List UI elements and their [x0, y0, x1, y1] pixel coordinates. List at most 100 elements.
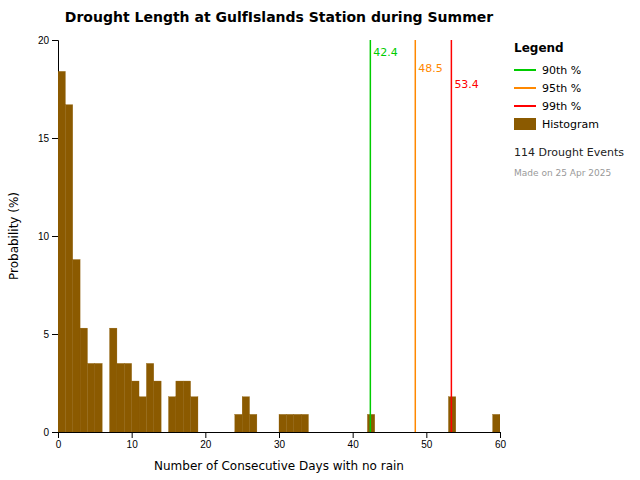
percentile-label: 42.4 [373, 46, 398, 59]
percentile-label: 48.5 [418, 62, 443, 75]
tick: 10 [38, 231, 58, 242]
bar [95, 363, 102, 432]
bar [132, 381, 139, 432]
tick: 20 [200, 432, 212, 450]
legend-swatch [514, 105, 536, 107]
bar [316, 432, 323, 433]
bar [242, 397, 249, 432]
bar [169, 397, 176, 432]
tick-label: 40 [348, 439, 360, 450]
bar [471, 432, 478, 433]
tick: 20 [38, 35, 58, 46]
axis-line [59, 433, 501, 439]
percentile-line [415, 40, 417, 432]
bar [146, 363, 153, 432]
tick-label: 10 [127, 439, 139, 450]
chart: 0 10 20 30 40 50 60 0 5 10 15 20 Number of Consecuti… [0, 0, 640, 480]
tick-label: 30 [274, 439, 286, 450]
bar [227, 432, 234, 433]
tick: 30 [274, 432, 286, 450]
tick-mark [279, 432, 280, 438]
bar [183, 381, 190, 432]
bar [87, 363, 94, 432]
bar [463, 432, 470, 433]
legend-swatch [514, 118, 536, 130]
percentile-label: 53.4 [454, 78, 479, 91]
tick-mark [132, 432, 133, 438]
tick: 5 [43, 329, 58, 340]
tick-mark [500, 432, 501, 438]
tick-label: 5 [43, 329, 49, 340]
bar [478, 432, 485, 433]
x-axis-title: Number of Consecutive Days with no rain [154, 459, 404, 473]
bar [456, 432, 463, 433]
bar [434, 432, 441, 433]
bar [426, 432, 433, 433]
bar [205, 432, 212, 433]
title: Drought Length at GulfIslands Station du… [65, 9, 493, 25]
tick-label: 0 [56, 439, 62, 450]
bar [272, 432, 279, 433]
watermark: Made on 25 Apr 2025 [514, 168, 611, 178]
bar [65, 105, 72, 432]
bar [191, 397, 198, 432]
tick: 0 [43, 427, 58, 438]
plot: 0 10 20 30 40 50 60 0 5 10 15 20 Number of Consecuti… [7, 35, 506, 473]
bar [308, 432, 315, 433]
bar [250, 414, 257, 432]
bar [117, 363, 124, 432]
legend-swatch [514, 87, 536, 89]
percentile-labels: 42.4 48.5 53.4 [373, 46, 479, 91]
bar [154, 381, 161, 432]
bar [323, 432, 330, 433]
tick: 0 [56, 432, 62, 450]
percentile-line [451, 40, 453, 432]
bar [397, 432, 404, 433]
tick-mark [52, 334, 58, 335]
percentile-lines [370, 40, 451, 432]
legend-label: Histogram [542, 118, 599, 131]
bar [404, 432, 411, 433]
tick-label: 20 [200, 439, 212, 450]
tick-label: 0 [43, 427, 49, 438]
bar [198, 432, 205, 433]
bar [220, 432, 227, 433]
tick-mark [52, 40, 58, 41]
bar [124, 363, 131, 432]
bar [235, 414, 242, 432]
bar [139, 397, 146, 432]
tick-mark [205, 432, 206, 438]
bar [390, 432, 397, 433]
bar [213, 432, 220, 433]
bar [375, 432, 382, 433]
legend-title: Legend [514, 41, 564, 55]
legend: Legend90th %95th %99th %Histogram114 Dro… [514, 41, 624, 178]
bar [382, 432, 389, 433]
tick-label: 20 [38, 35, 50, 46]
bar [80, 328, 87, 432]
tick: 10 [127, 432, 139, 450]
tick-mark [52, 138, 58, 139]
bar [485, 432, 492, 433]
bar [338, 432, 345, 433]
y-axis-title: Probability (%) [7, 192, 21, 280]
bar [441, 432, 448, 433]
tick: 15 [38, 133, 58, 144]
bar [73, 260, 80, 432]
tick-mark [52, 432, 58, 433]
bar [353, 432, 360, 433]
bar [58, 71, 65, 432]
bar [286, 414, 293, 432]
tick: 60 [495, 432, 507, 450]
bar [419, 432, 426, 433]
bar [102, 432, 109, 433]
bar [110, 328, 117, 432]
tick: 40 [348, 432, 360, 450]
tick-label: 10 [38, 231, 50, 242]
bar [301, 414, 308, 432]
tick-label: 50 [421, 439, 433, 450]
bar [493, 414, 500, 432]
tick-mark [353, 432, 354, 438]
bar [161, 432, 168, 433]
tick-label: 15 [38, 133, 50, 144]
